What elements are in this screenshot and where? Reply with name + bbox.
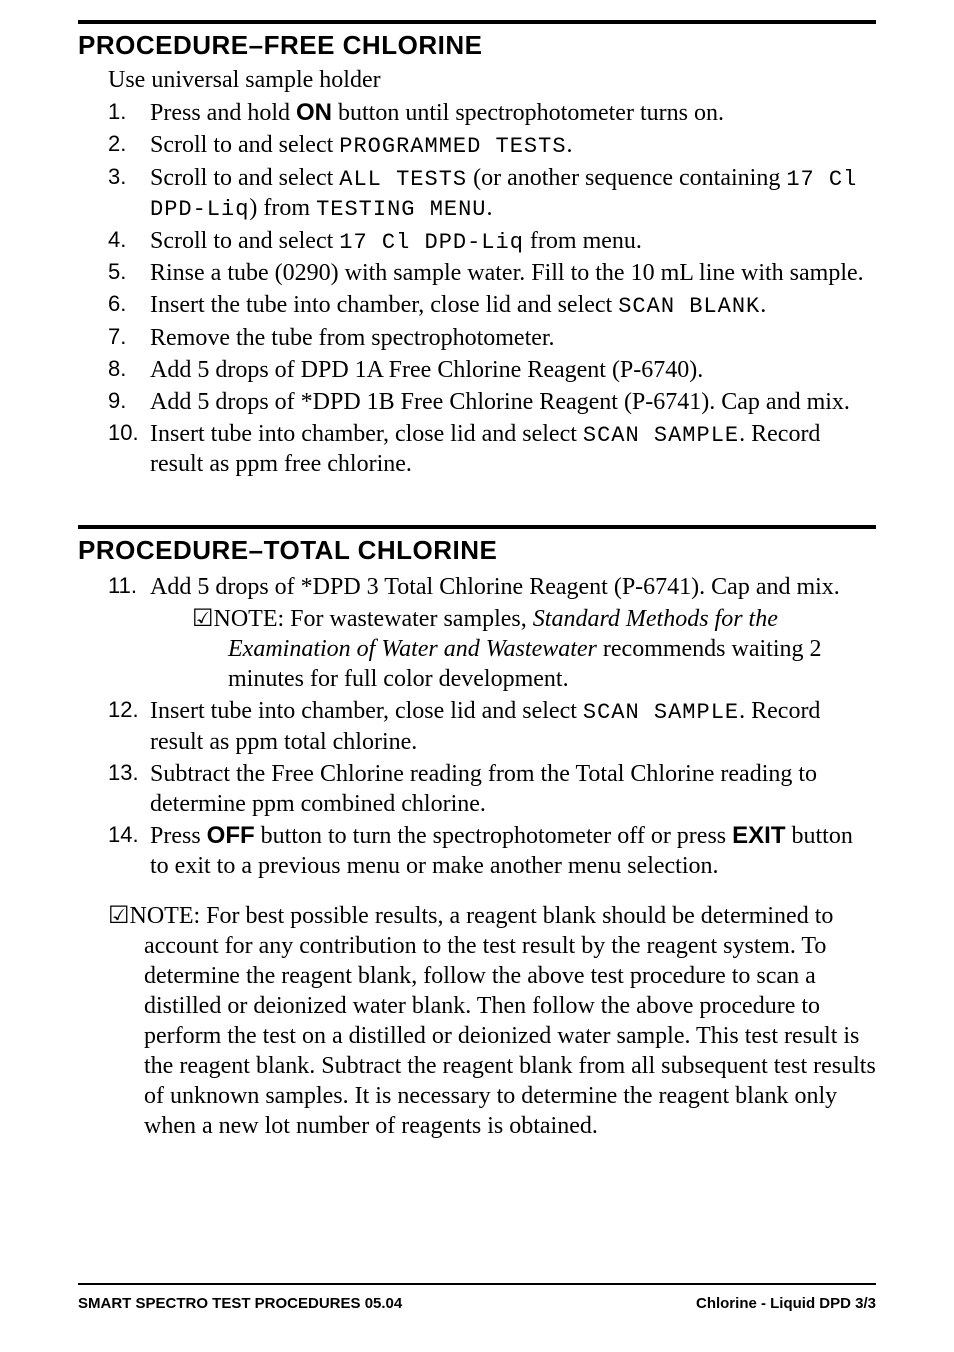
- section-title-free-chlorine: PROCEDURE–FREE CHLORINE: [78, 30, 876, 61]
- step-note: ☑NOTE: For wastewater samples, Standard …: [192, 604, 876, 694]
- lcd-text: ALL TESTS: [339, 167, 467, 192]
- step-text: .: [567, 132, 573, 158]
- step-text: Press and hold: [150, 100, 296, 126]
- step-text: Rinse a tube (0290) with sample water. F…: [150, 260, 864, 286]
- step: Insert tube into chamber, close lid and …: [108, 696, 876, 757]
- lcd-text: 17 Cl DPD-Liq: [339, 230, 524, 255]
- step-text: Insert tube into chamber, close lid and …: [150, 698, 583, 724]
- section-rule: [78, 20, 876, 24]
- step-text: .: [487, 195, 493, 221]
- footer-rule: [78, 1283, 876, 1285]
- footer-right: Chlorine - Liquid DPD 3/3: [696, 1295, 876, 1312]
- lead-text: Use universal sample holder: [108, 67, 876, 94]
- step-text: Add 5 drops of DPD 1A Free Chlorine Reag…: [150, 357, 703, 383]
- step-text: from menu.: [524, 228, 642, 254]
- note-text: NOTE: For wastewater samples,: [214, 606, 533, 632]
- section-title-total-chlorine: PROCEDURE–TOTAL CHLORINE: [78, 535, 876, 566]
- step: Scroll to and select ALL TESTS (or anoth…: [108, 163, 876, 224]
- step: Press and hold ON button until spectroph…: [108, 98, 876, 128]
- step: Rinse a tube (0290) with sample water. F…: [108, 258, 876, 288]
- step: Subtract the Free Chlorine reading from …: [108, 759, 876, 819]
- step-text: .: [760, 292, 766, 318]
- step-text: Insert tube into chamber, close lid and …: [150, 421, 583, 447]
- footer-left: SMART SPECTRO TEST PROCEDURES 05.04: [78, 1295, 402, 1312]
- step-text: (or another sequence containing: [467, 165, 786, 191]
- checkbox-icon: ☑: [192, 605, 214, 632]
- footer-row: SMART SPECTRO TEST PROCEDURES 05.04 Chlo…: [78, 1295, 876, 1312]
- page-footer: SMART SPECTRO TEST PROCEDURES 05.04 Chlo…: [78, 1283, 876, 1312]
- note-block: ☑NOTE: For best possible results, a reag…: [108, 901, 876, 1141]
- section-rule: [78, 525, 876, 529]
- spacer: [78, 499, 876, 525]
- step-text: Remove the tube from spectrophotometer.: [150, 325, 555, 351]
- step-text: Scroll to and select: [150, 228, 339, 254]
- lcd-text: SCAN BLANK: [618, 294, 760, 319]
- button-label-exit: EXIT: [732, 822, 785, 849]
- step: Add 5 drops of *DPD 1B Free Chlorine Rea…: [108, 387, 876, 417]
- step-text: Scroll to and select: [150, 132, 339, 158]
- step-text: Add 5 drops of *DPD 3 Total Chlorine Rea…: [150, 574, 840, 600]
- step: Remove the tube from spectrophotometer.: [108, 323, 876, 353]
- lcd-text: SCAN SAMPLE: [583, 700, 739, 725]
- step-text: button to turn the spectrophotometer off…: [255, 823, 732, 849]
- step: Press OFF button to turn the spectrophot…: [108, 821, 876, 881]
- step-text: ) from: [249, 195, 316, 221]
- step: Insert tube into chamber, close lid and …: [108, 419, 876, 480]
- steps-total-chlorine: Add 5 drops of *DPD 3 Total Chlorine Rea…: [108, 572, 876, 881]
- step-text: Scroll to and select: [150, 165, 339, 191]
- step: Scroll to and select 17 Cl DPD-Liq from …: [108, 226, 876, 257]
- step-text: Insert the tube into chamber, close lid …: [150, 292, 618, 318]
- step: Scroll to and select PROGRAMMED TESTS.: [108, 130, 876, 161]
- checkbox-icon: ☑: [108, 902, 130, 929]
- step-text: Press: [150, 823, 207, 849]
- lcd-text: PROGRAMMED TESTS: [339, 134, 566, 159]
- page: PROCEDURE–FREE CHLORINE Use universal sa…: [0, 0, 954, 1352]
- button-label-off: OFF: [207, 822, 255, 849]
- step-text: Add 5 drops of *DPD 1B Free Chlorine Rea…: [150, 389, 850, 415]
- note-text: NOTE: For best possible results, a reage…: [130, 903, 876, 1139]
- step: Add 5 drops of *DPD 3 Total Chlorine Rea…: [108, 572, 876, 694]
- steps-free-chlorine: Press and hold ON button until spectroph…: [108, 98, 876, 479]
- step-text: button until spectrophotometer turns on.: [332, 100, 724, 126]
- step-text: Subtract the Free Chlorine reading from …: [150, 761, 817, 817]
- step: Insert the tube into chamber, close lid …: [108, 290, 876, 321]
- button-label-on: ON: [296, 99, 332, 126]
- step: Add 5 drops of DPD 1A Free Chlorine Reag…: [108, 355, 876, 385]
- lcd-text: SCAN SAMPLE: [583, 423, 739, 448]
- lcd-text: TESTING MENU: [316, 197, 486, 222]
